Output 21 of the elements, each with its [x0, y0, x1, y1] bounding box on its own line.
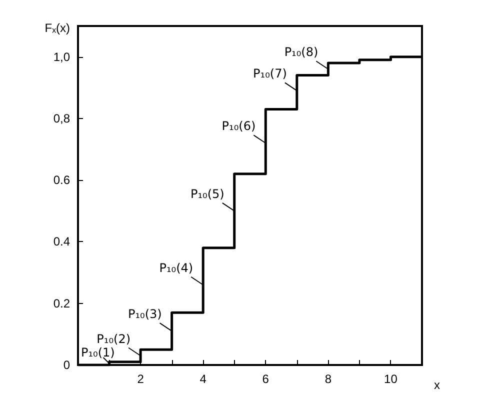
y-tick-label: 0.2 — [53, 296, 70, 310]
y-tick-label: 0.4 — [53, 234, 70, 249]
x-tick-label: 8 — [324, 372, 332, 386]
annotation: P₁₀(7) — [253, 66, 287, 81]
annotation: P₁₀(6) — [222, 119, 256, 134]
annotation: P₁₀(1) — [81, 345, 115, 360]
x-tick-label: 4 — [200, 372, 207, 386]
y-tick-label: 1,0 — [53, 50, 70, 64]
y-tick-label: 0,8 — [53, 111, 70, 126]
y-axis-title: Fₓ(x) — [44, 21, 70, 35]
x-tick-label: 2 — [137, 372, 144, 386]
annotation: P₁₀(3) — [128, 307, 162, 322]
annotation: P₁₀(4) — [159, 260, 194, 275]
annotation: P₁₀(2) — [96, 332, 131, 346]
y-tick-label: 0.6 — [53, 173, 70, 188]
x-tick-label: 6 — [262, 372, 270, 386]
x-axis-title: x — [434, 378, 440, 392]
annotation: P₁₀(5) — [190, 186, 224, 201]
y-tick-label: 0 — [63, 358, 70, 372]
x-tick-label: 10 — [384, 372, 398, 386]
annotation: P₁₀(8) — [284, 45, 318, 60]
